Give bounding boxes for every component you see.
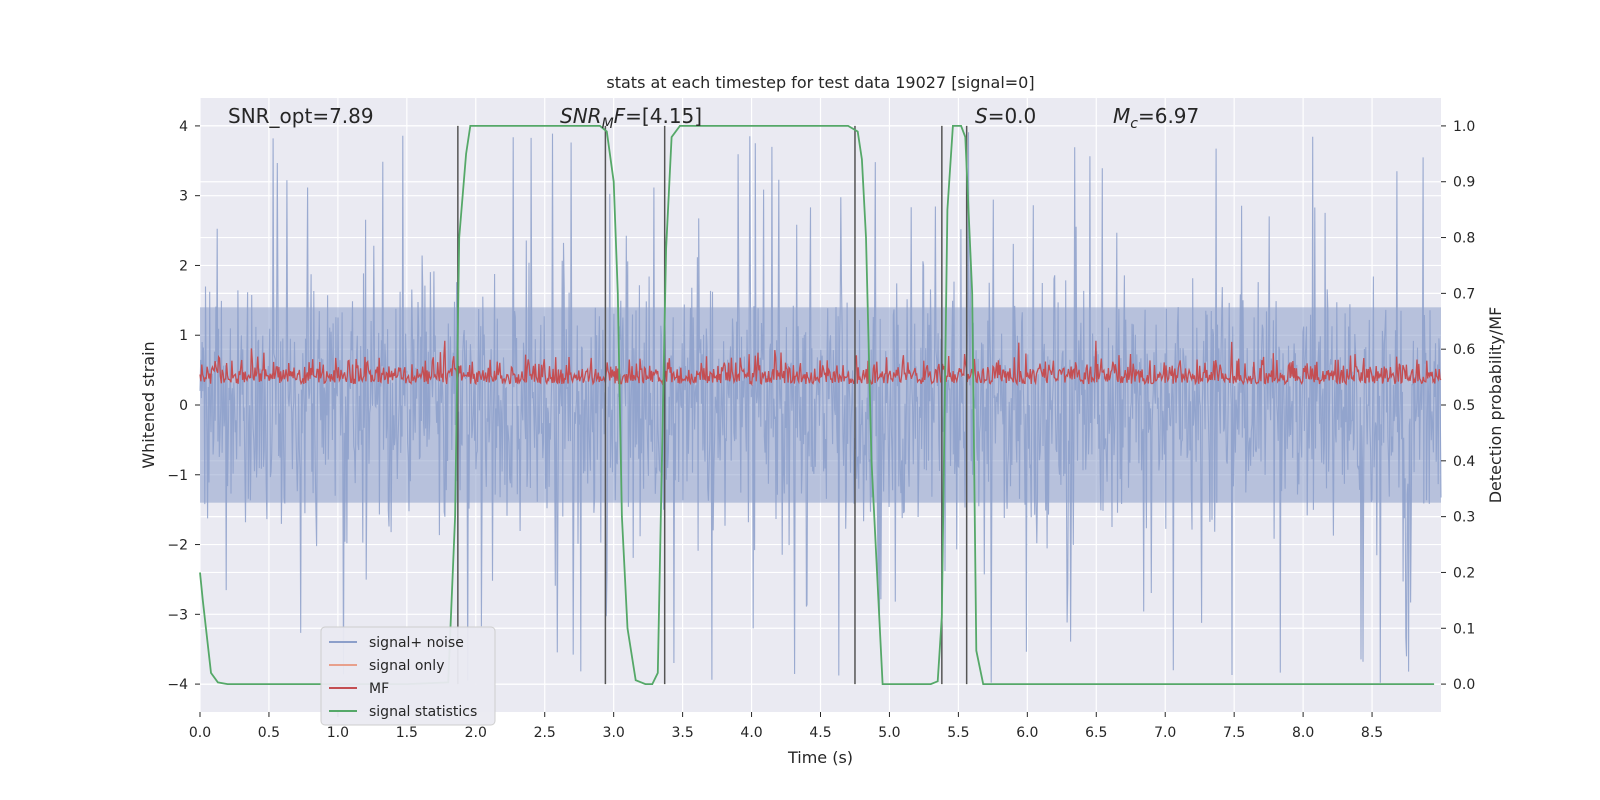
x-tick-label: 4.0	[740, 725, 762, 741]
x-tick-label: 8.0	[1292, 725, 1314, 741]
x-tick-label: 3.0	[603, 725, 625, 741]
x-tick-label: 1.0	[327, 725, 349, 741]
y-axis-right: 0.0 0.1 0.2 0.3 0.4 0.5 0.6 0.7 0.8 0.9 1.0	[1441, 119, 1475, 693]
legend-label: signal+ noise	[369, 635, 464, 651]
x-tick-label: 1.5	[396, 725, 418, 741]
y2-tick-label: 0.3	[1453, 510, 1475, 526]
x-tick-label: 6.0	[1016, 725, 1038, 741]
x-axis-label: Time (s)	[787, 748, 853, 767]
y-tick-label: 0	[179, 398, 188, 414]
y-tick-label: −2	[167, 538, 188, 554]
signal-statistics-series	[199, 125, 1435, 685]
y2-tick-label: 0.6	[1453, 342, 1475, 358]
x-tick-label: 6.5	[1085, 725, 1107, 741]
y-tick-label: −4	[167, 677, 188, 693]
x-tick-label: 7.0	[1154, 725, 1176, 741]
x-tick-label: 0.0	[189, 725, 211, 741]
annotation-snr-mf: SNRMF=[4.15]	[560, 104, 702, 132]
chart-title: stats at each timestep for test data 190…	[606, 73, 1034, 92]
legend-label: signal only	[369, 658, 444, 674]
y2-tick-label: 0.7	[1453, 286, 1475, 302]
annotation-snr-opt: SNR_opt=7.89	[228, 104, 374, 128]
x-tick-label: 5.5	[947, 725, 969, 741]
legend-box	[320, 626, 496, 726]
y2-axis-label: Detection probability/MF	[1486, 307, 1505, 504]
y-tick-label: 2	[179, 258, 188, 274]
y2-tick-label: 0.1	[1453, 621, 1475, 637]
noise-series	[199, 132, 1442, 683]
x-tick-label: 5.0	[878, 725, 900, 741]
y2-tick-label: 0.0	[1453, 677, 1475, 693]
noise-core-band	[200, 307, 1441, 503]
annotation-s: S=0.0	[975, 104, 1036, 128]
y-axis-left: −4 −3 −2 −1 0 1 2 3 4	[167, 119, 200, 693]
y2-tick-label: 1.0	[1453, 119, 1475, 135]
x-tick-label: 2.0	[465, 725, 487, 741]
legend: signal+ noise signal only MF signal statist…	[320, 626, 496, 726]
mf-line	[199, 340, 1442, 387]
annotation-mc: Mc=6.97	[1113, 104, 1199, 132]
y2-tick-label: 0.8	[1453, 231, 1475, 247]
y2-tick-label: 0.2	[1453, 565, 1475, 581]
vertical-lines	[457, 125, 968, 685]
y2-tick-label: 0.4	[1453, 454, 1475, 470]
x-tick-label: 4.5	[809, 725, 831, 741]
y-axis-label: Whitened strain	[139, 341, 158, 468]
x-tick-label: 2.5	[534, 725, 556, 741]
x-tick-label: 0.5	[258, 725, 280, 741]
y-tick-label: −1	[167, 468, 188, 484]
x-tick-label: 3.5	[671, 725, 693, 741]
y-tick-label: 4	[179, 119, 188, 135]
mf-series	[199, 340, 1442, 387]
signal-statistics-line	[199, 125, 1435, 685]
legend-label: MF	[369, 681, 389, 697]
y2-tick-label: 0.5	[1453, 398, 1475, 414]
x-tick-label: 7.5	[1223, 725, 1245, 741]
y2-tick-label: 0.9	[1453, 175, 1475, 191]
x-tick-label: 8.5	[1361, 725, 1383, 741]
x-axis: 0.0 0.5 1.0 1.5 2.0 2.5 3.0 3.5 4.0 4.5 5.0 5.5 6.0 6…	[189, 712, 1383, 741]
y-tick-label: −3	[167, 607, 188, 623]
y-tick-label: 1	[179, 328, 188, 344]
legend-label: signal statistics	[369, 704, 477, 720]
y-tick-label: 3	[179, 189, 188, 205]
